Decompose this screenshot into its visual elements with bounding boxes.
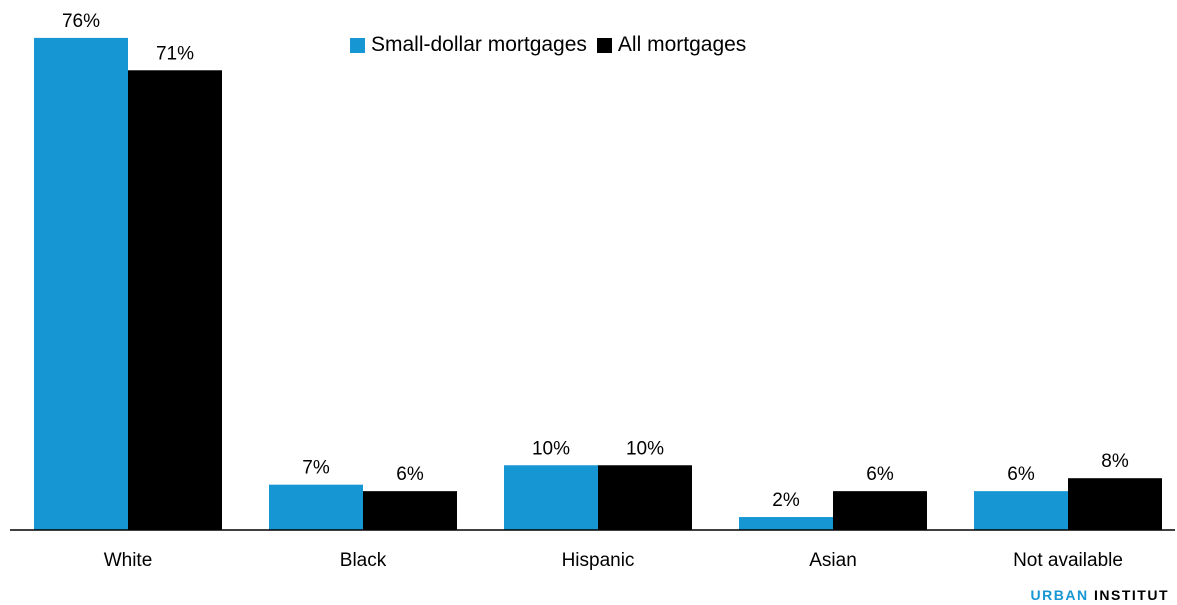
urban-institute-logo: URBAN INSTITUT: [1031, 587, 1169, 603]
bar-not-available-all-mortgages: [1068, 478, 1162, 530]
value-label-not-available-small-dollar-mortgages: 6%: [1007, 464, 1035, 485]
category-label-black: Black: [340, 550, 387, 571]
value-labels-group: 76% 71% 7% 6% 10% 10% 2% 6% 6% 8%: [62, 11, 1129, 511]
legend-label-small-dollar: Small-dollar mortgages: [371, 33, 587, 56]
bar-white-small-dollar-mortgages: [34, 37, 128, 531]
category-labels-group: White Black Hispanic Asian Not available: [104, 550, 1123, 571]
logo-word-institut: INSTITUT: [1094, 587, 1169, 603]
bar-hispanic-all-mortgages: [598, 465, 692, 530]
value-label-hispanic-small-dollar-mortgages: 10%: [532, 438, 570, 459]
legend-item-small-dollar: Small-dollar mortgages: [350, 33, 587, 57]
value-label-black-small-dollar-mortgages: 7%: [302, 458, 330, 479]
bar-hispanic-small-dollar-mortgages: [504, 465, 598, 530]
value-label-asian-small-dollar-mortgages: 2%: [772, 490, 800, 511]
category-label-white: White: [104, 550, 153, 571]
value-label-white-small-dollar-mortgages: 76%: [62, 11, 100, 32]
value-label-asian-all-mortgages: 6%: [866, 464, 894, 485]
value-label-not-available-all-mortgages: 8%: [1101, 451, 1129, 472]
legend-item-all-mortgages: All mortgages: [596, 33, 747, 57]
legend-swatch-all-mortgages: [596, 37, 612, 53]
bar-asian-small-dollar-mortgages: [739, 517, 833, 530]
category-label-not-available: Not available: [1013, 550, 1123, 571]
logo-word-urban: URBAN: [1030, 587, 1089, 603]
legend-label-all-mortgages: All mortgages: [617, 33, 747, 56]
value-label-black-all-mortgages: 6%: [396, 464, 424, 485]
value-label-white-all-mortgages: 71%: [156, 43, 194, 64]
bar-black-all-mortgages: [363, 491, 457, 530]
bars-group: [34, 37, 1162, 531]
value-label-hispanic-all-mortgages: 10%: [626, 438, 664, 459]
bar-asian-all-mortgages: [833, 491, 927, 530]
category-label-asian: Asian: [809, 550, 857, 571]
legend-swatch-small-dollar: [350, 37, 365, 53]
bar-white-all-mortgages: [128, 70, 222, 531]
bar-not-available-small-dollar-mortgages: [974, 491, 1068, 530]
bar-black-small-dollar-mortgages: [269, 484, 363, 530]
legend: Small-dollar mortgages All mortgages: [350, 33, 746, 57]
category-label-hispanic: Hispanic: [562, 550, 635, 571]
